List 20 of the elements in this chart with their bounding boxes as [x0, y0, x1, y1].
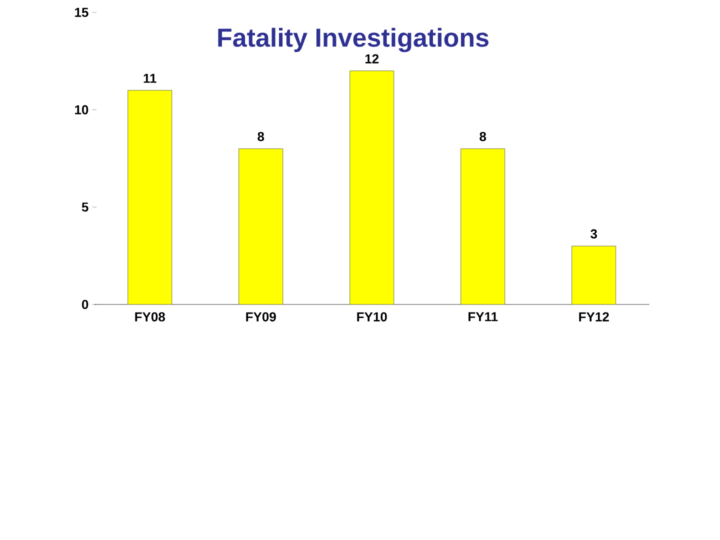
- y-tick-label: 10: [75, 105, 88, 114]
- y-tick-label: 0: [82, 300, 88, 310]
- y-tick-label: 15: [75, 8, 88, 17]
- data-label: 3: [590, 229, 597, 239]
- x-tick-label: FY11: [468, 312, 498, 322]
- bar: [460, 148, 506, 304]
- data-label: 8: [258, 132, 264, 142]
- bar: [350, 70, 394, 304]
- data-label: 8: [480, 132, 486, 142]
- x-tick-label: FY09: [246, 312, 276, 322]
- bar: [128, 90, 172, 304]
- x-tick-label: FY10: [357, 312, 387, 322]
- text: Fatality Investigations: [218, 28, 488, 52]
- x-tick-label: FY08: [135, 312, 165, 322]
- bar: [572, 246, 616, 304]
- data-label: 12: [365, 54, 379, 64]
- bar: [238, 148, 284, 304]
- data-label: 11: [144, 74, 156, 83]
- y-tick-label: 5: [82, 202, 88, 212]
- x-tick-label: FY12: [579, 312, 609, 322]
